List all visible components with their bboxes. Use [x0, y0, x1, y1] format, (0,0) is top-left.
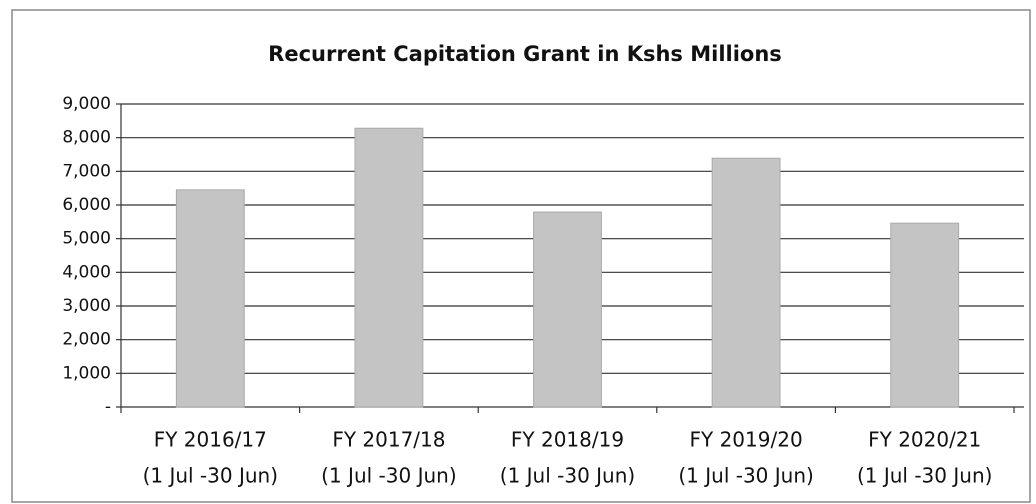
y-tick-label: 6,000: [62, 195, 111, 215]
x-tick-label: (1 Jul -30 Jun): [321, 464, 456, 488]
y-tick-label: 4,000: [62, 262, 111, 282]
y-tick-label: 3,000: [62, 296, 111, 316]
x-tick-label: (1 Jul -30 Jun): [857, 464, 992, 488]
x-tick-label: (1 Jul -30 Jun): [678, 464, 813, 488]
x-tick-label: (1 Jul -30 Jun): [143, 464, 278, 488]
bar: [354, 127, 424, 408]
y-tick-label: 2,000: [62, 330, 111, 350]
chart-frame: [11, 9, 1031, 503]
bar: [711, 157, 781, 408]
x-tick-label: FY 2019/20: [690, 428, 803, 452]
chart-title: Recurrent Capitation Grant in Kshs Milli…: [268, 42, 782, 66]
bar: [890, 222, 960, 408]
y-tick-label: 9,000: [62, 94, 111, 114]
y-tick-label: 8,000: [62, 128, 111, 148]
bar: [533, 211, 602, 408]
y-tick-label: 7,000: [62, 161, 111, 181]
x-tick-label: FY 2016/17: [154, 428, 267, 452]
x-tick-label: FY 2020/21: [868, 428, 981, 452]
y-tick-label: 1,000: [62, 363, 111, 383]
x-tick-label: FY 2018/19: [511, 428, 624, 452]
x-tick-label: (1 Jul -30 Jun): [500, 464, 635, 488]
y-tick-label: 5,000: [62, 229, 111, 249]
y-tick-label: -: [105, 397, 111, 417]
bar: [175, 189, 245, 408]
x-tick-label: FY 2017/18: [332, 428, 445, 452]
